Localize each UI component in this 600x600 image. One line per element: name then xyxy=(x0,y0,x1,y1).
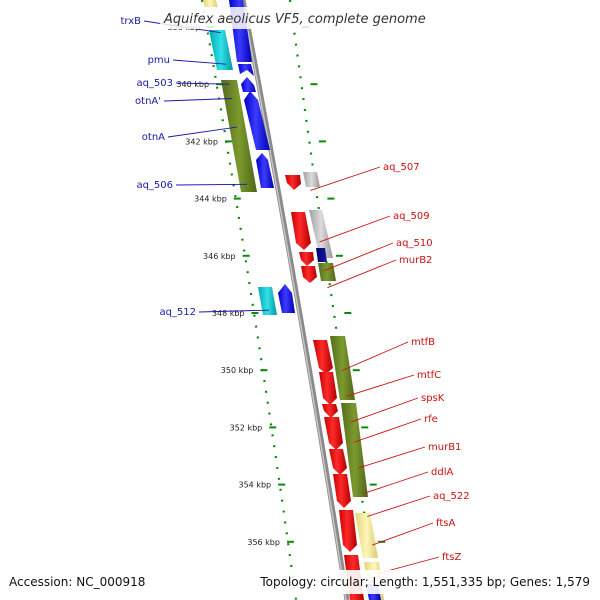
scale-tick-label: 344 kbp xyxy=(194,195,227,204)
feature-aq503-blue xyxy=(238,64,254,76)
map-title: Aquifex aeolicus VF5, complete genome xyxy=(163,12,426,27)
gene-label-spsK[interactable]: spsK xyxy=(421,393,445,404)
feature-aq512-cyan xyxy=(258,287,277,315)
scale-tick-label: 354 kbp xyxy=(239,481,272,490)
gene-label-aq510[interactable]: aq_510 xyxy=(396,238,433,249)
leader-line xyxy=(198,309,269,313)
gene-label-murB2[interactable]: murB2 xyxy=(399,255,432,266)
feature-aq522-red xyxy=(339,510,357,552)
feature-rfe-red xyxy=(324,417,343,450)
feature-pmu-cyan xyxy=(209,30,233,70)
leader-line xyxy=(372,522,434,546)
feature-aq506-blue xyxy=(256,153,274,188)
feature-trxB-khaki xyxy=(203,0,218,8)
leader-line xyxy=(367,495,431,517)
feature-mtfB-olive xyxy=(330,336,355,400)
scale-tick-label: 348 kbp xyxy=(212,309,245,318)
gene-label-ddlA[interactable]: ddlA xyxy=(431,467,453,478)
gene-label-murB1[interactable]: murB1 xyxy=(428,442,461,453)
leader-line xyxy=(363,471,429,495)
scale-tick-label: 350 kbp xyxy=(221,366,254,375)
gene-label-aq507[interactable]: aq_507 xyxy=(383,162,420,173)
leader-line xyxy=(350,397,419,423)
feature-ddlA-red xyxy=(333,474,351,508)
leader-line xyxy=(327,259,397,289)
title-backdrop xyxy=(160,7,440,29)
footer-backdrop xyxy=(0,570,600,594)
leader-line xyxy=(175,183,248,186)
gene-label-otnA[interactable]: otnA xyxy=(142,132,165,143)
gene-label-aq503[interactable]: aq_503 xyxy=(136,78,173,89)
summary-text: Topology: circular; Length: 1,551,335 bp… xyxy=(259,575,590,589)
feature-aq510-navy xyxy=(316,248,327,262)
leader-line xyxy=(163,98,233,102)
leader-line xyxy=(175,82,230,85)
forward-features xyxy=(203,0,295,315)
scale-tick-label: 342 kbp xyxy=(185,137,218,146)
gene-label-aq512[interactable]: aq_512 xyxy=(159,307,196,318)
gene-label-aq522[interactable]: aq_522 xyxy=(433,491,470,502)
feature-otnA-prime-blue xyxy=(241,77,256,92)
feature-aq509-gray xyxy=(309,210,333,258)
gene-label-ftsA[interactable]: ftsA xyxy=(436,518,455,529)
feature-ftsA-khaki xyxy=(355,513,378,558)
leader-line xyxy=(354,418,422,443)
gene-label-rfe[interactable]: rfe xyxy=(424,414,438,425)
feature-otnA-blue xyxy=(244,91,270,150)
feature-mtfB-red xyxy=(313,340,333,374)
leader-line xyxy=(346,374,415,397)
gene-label-ftsZ[interactable]: ftsZ xyxy=(442,552,461,563)
gene-label-aq509[interactable]: aq_509 xyxy=(393,211,430,222)
gene-label-mtfB[interactable]: mtfB xyxy=(411,337,435,348)
backbone xyxy=(240,0,350,600)
feature-aq507-gray xyxy=(303,172,320,187)
scale-tick-label: 352 kbp xyxy=(230,423,263,432)
gene-label-otnA[interactable]: otnA' xyxy=(135,96,161,107)
feature-aq507-red xyxy=(285,175,301,190)
backbone-highlight xyxy=(241,0,347,600)
feature-aq510-red xyxy=(299,252,314,266)
gene-label-pmu[interactable]: pmu xyxy=(148,55,170,66)
scale-tick-label: 356 kbp xyxy=(247,538,280,547)
accession-text: Accession: NC_000918 xyxy=(9,575,145,589)
leader-line xyxy=(341,341,409,372)
feature-murB1-red xyxy=(329,449,347,475)
feature-murB2-olive xyxy=(318,263,336,281)
leader-line xyxy=(319,215,391,243)
feature-otnA-olive xyxy=(221,80,257,192)
reverse-gene-labels: aq_507 aq_509 aq_510 murB2 mtfB mtfC spsK rfe mu… xyxy=(310,162,470,575)
leader-line xyxy=(310,166,381,191)
gene-label-trxB[interactable]: trxB xyxy=(120,16,141,27)
scale-tick-label: 340 kbp xyxy=(176,80,209,89)
leader-line xyxy=(358,446,426,469)
feature-aq512-blue xyxy=(278,284,295,313)
feature-spsK-olive xyxy=(341,403,368,497)
feature-mtfC-red xyxy=(319,372,337,405)
feature-aq509-red xyxy=(291,212,311,250)
leader-line xyxy=(167,126,238,138)
gene-label-mtfC[interactable]: mtfC xyxy=(417,370,441,381)
scale-tick-label: 346 kbp xyxy=(203,252,236,261)
leader-line xyxy=(324,242,394,271)
gene-label-aq506[interactable]: aq_506 xyxy=(136,180,173,191)
feature-spsK-red xyxy=(322,404,338,418)
feature-murB2-red xyxy=(301,266,317,283)
leader-line xyxy=(172,59,227,65)
